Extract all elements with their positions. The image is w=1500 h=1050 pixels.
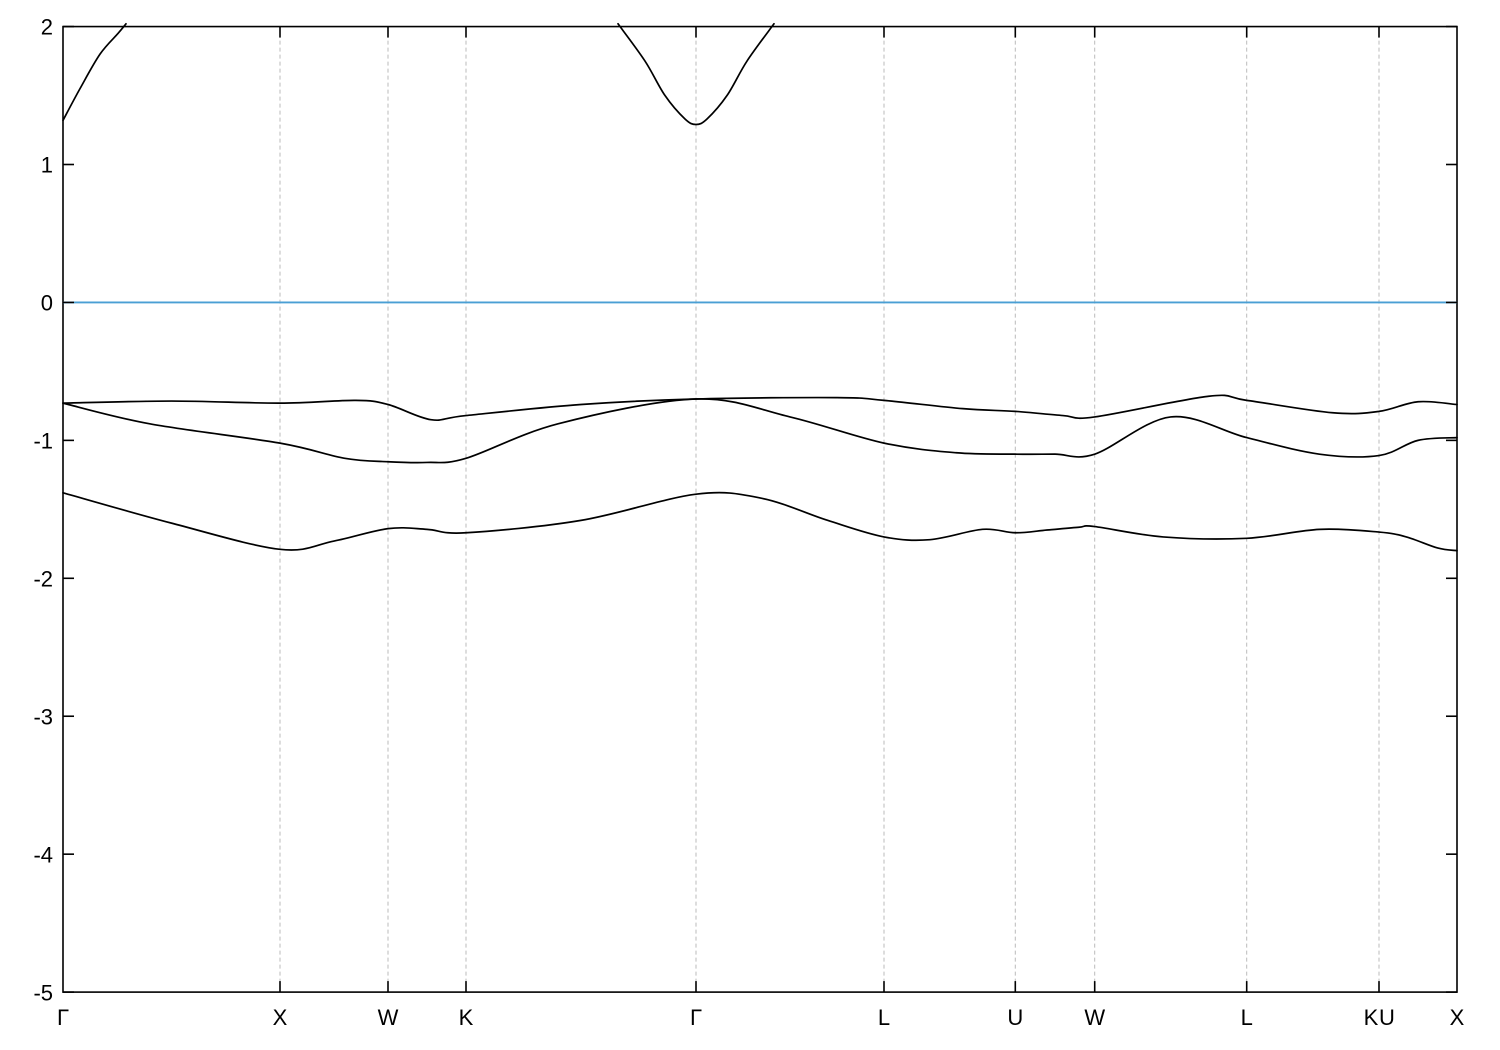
svg-text:X: X bbox=[273, 1005, 288, 1030]
svg-text:-1: -1 bbox=[33, 429, 53, 454]
svg-text:K: K bbox=[459, 1005, 474, 1030]
svg-text:1: 1 bbox=[41, 153, 53, 178]
svg-text:L: L bbox=[878, 1005, 890, 1030]
svg-text:-4: -4 bbox=[33, 843, 53, 868]
svg-text:X: X bbox=[1450, 1005, 1465, 1030]
svg-text:U: U bbox=[1007, 1005, 1023, 1030]
svg-text:0: 0 bbox=[41, 291, 53, 316]
svg-text:K: K bbox=[1364, 1005, 1379, 1030]
svg-text:-5: -5 bbox=[33, 981, 53, 1006]
svg-text:-3: -3 bbox=[33, 705, 53, 730]
svg-text:L: L bbox=[1241, 1005, 1253, 1030]
svg-text:U: U bbox=[1379, 1005, 1395, 1030]
svg-text:W: W bbox=[378, 1005, 399, 1030]
svg-text:-2: -2 bbox=[33, 567, 53, 592]
svg-text:Γ: Γ bbox=[57, 1005, 69, 1030]
svg-text:W: W bbox=[1084, 1005, 1105, 1030]
svg-text:Γ: Γ bbox=[690, 1005, 702, 1030]
svg-text:2: 2 bbox=[41, 15, 53, 40]
